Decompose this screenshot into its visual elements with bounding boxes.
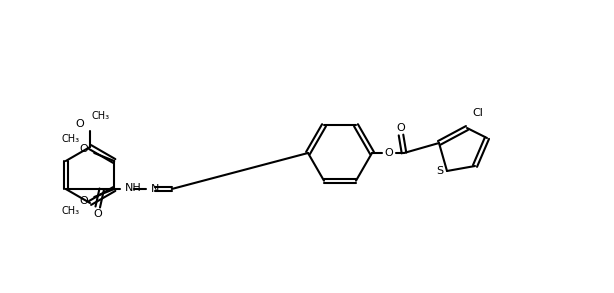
Text: O: O — [80, 144, 88, 154]
Text: CH₃: CH₃ — [92, 111, 110, 121]
Text: O: O — [93, 209, 102, 219]
Text: S: S — [437, 166, 443, 176]
Text: N: N — [151, 184, 159, 194]
Text: O: O — [397, 123, 405, 133]
Text: CH₃: CH₃ — [61, 134, 79, 144]
Text: O: O — [76, 119, 84, 129]
Text: CH₃: CH₃ — [61, 206, 79, 216]
Text: NH: NH — [125, 183, 141, 193]
Text: O: O — [80, 196, 88, 206]
Text: Cl: Cl — [472, 108, 483, 118]
Text: O: O — [384, 148, 394, 158]
